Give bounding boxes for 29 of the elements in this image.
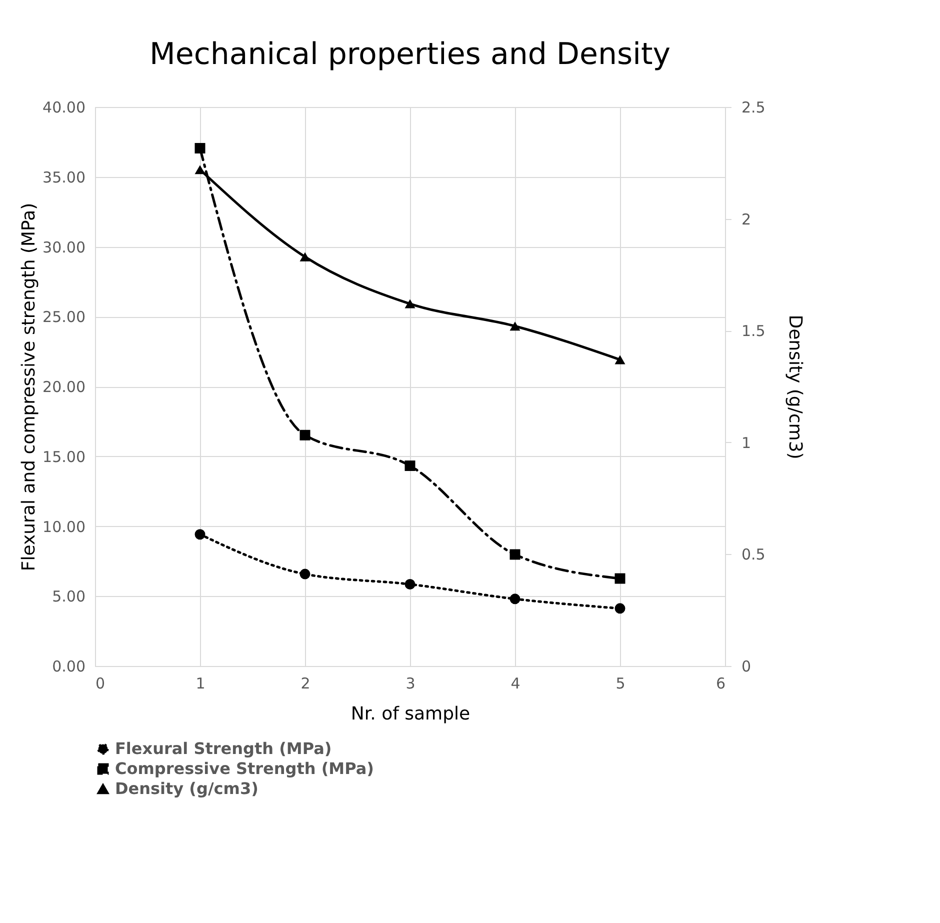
y2-tick-label: 1.5: [742, 322, 766, 340]
x-tick-label: 6: [716, 674, 726, 692]
x-tick-label: 5: [616, 674, 626, 692]
y2-tick-label: 1: [742, 434, 752, 452]
x-axis-title: Nr. of sample: [350, 704, 470, 724]
y-tick-label: 5.00: [52, 588, 86, 606]
y2-tick-label: 0: [742, 658, 752, 676]
x-tick-label: 1: [196, 674, 206, 692]
chart-title: Mechanical properties and Density: [150, 37, 670, 72]
y-tick-label: 10.00: [42, 518, 86, 536]
y-tick-label: 30.00: [42, 238, 86, 256]
y-tick-label: 0.00: [52, 658, 86, 676]
x-tick-label: 0: [96, 674, 106, 692]
y2-tick-label: 2: [742, 210, 752, 228]
y-tick-label: 35.00: [42, 168, 86, 186]
legend-label: Flexural Strength (MPa): [115, 739, 332, 758]
y-tick-label: 15.00: [42, 448, 86, 466]
y2-tick-label: 0.5: [742, 546, 766, 564]
y2-axis-title: Density (g/cm3): [784, 314, 806, 460]
x-tick-label: 3: [406, 674, 416, 692]
legend-label: Compressive Strength (MPa): [115, 759, 374, 778]
y-axis-title: Flexural and compressive strength (MPa): [18, 202, 40, 572]
y-tick-label: 40.00: [42, 98, 86, 116]
x-tick-label: 4: [510, 674, 520, 692]
y2-tick-label: 2.5: [742, 98, 766, 116]
x-tick-label: 2: [300, 674, 310, 692]
y-tick-label: 20.00: [42, 378, 86, 396]
legend-label: Density (g/cm3): [115, 779, 258, 798]
y-tick-label: 25.00: [42, 308, 86, 326]
